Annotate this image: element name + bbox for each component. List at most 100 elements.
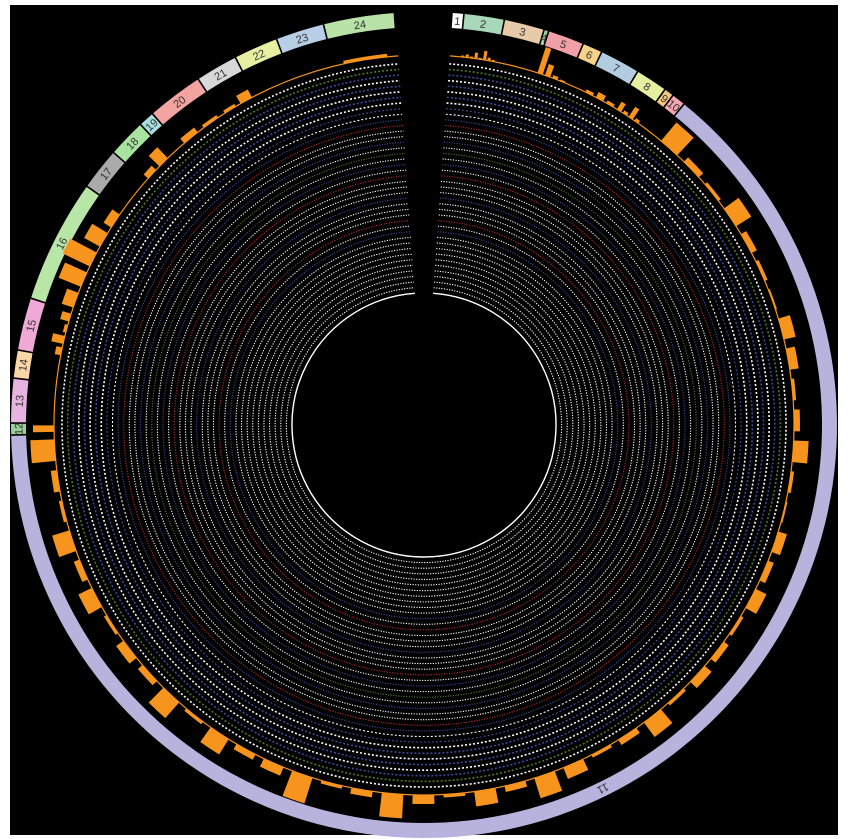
chromosome-label-12: 12 (13, 423, 25, 435)
histogram-bar (552, 75, 559, 80)
chromosome-segment-15 (18, 299, 45, 352)
histogram-bar (745, 588, 767, 614)
histogram-bar (379, 792, 404, 819)
data-ring (212, 214, 636, 637)
chromosome-segment-19 (141, 114, 162, 135)
data-ring (72, 74, 776, 777)
data-ring (274, 275, 574, 575)
histogram-bar (585, 89, 595, 96)
histogram-bar (184, 708, 204, 725)
histogram-bar (201, 115, 219, 128)
data-ring (156, 158, 692, 693)
data-ring (190, 192, 658, 659)
data-ring (201, 203, 647, 648)
histogram-bar (690, 665, 712, 689)
histogram-bar (504, 780, 528, 792)
data-ring (100, 102, 748, 749)
histogram-bar (180, 127, 198, 144)
histogram-bar (759, 560, 774, 584)
data-ring (162, 164, 686, 687)
histogram-bar (103, 614, 119, 635)
chromosome-segment-12 (10, 423, 27, 435)
histogram-bar (729, 615, 744, 636)
histogram-bar (723, 197, 752, 227)
histogram-bar (223, 103, 236, 114)
chromosome-label-15: 15 (25, 319, 40, 334)
histogram-bar (683, 157, 704, 178)
chromosome-segment-20 (153, 79, 206, 125)
histogram-bar (443, 792, 466, 798)
data-ring (134, 136, 714, 715)
histogram-bar (563, 759, 589, 779)
chromosome-segment-17 (87, 153, 125, 195)
chromosome-label-14: 14 (17, 358, 31, 372)
histogram-bar (60, 311, 72, 322)
histogram-bar (667, 688, 686, 706)
histogram-bar (84, 223, 108, 247)
histogram-bar (148, 687, 180, 719)
chromosome-segment-21 (198, 57, 242, 92)
data-track-rings (61, 63, 787, 788)
histogram-bar (52, 530, 77, 558)
histogram-bar (643, 709, 673, 738)
chromosome-label-23: 23 (295, 32, 310, 47)
histogram-bar (787, 471, 795, 494)
histogram-bar (148, 147, 168, 167)
data-ring (218, 220, 630, 631)
histogram-bar (58, 262, 87, 287)
chromosome-segment-10 (664, 95, 684, 116)
histogram-bar (740, 231, 757, 253)
histogram-bar (30, 439, 56, 464)
histogram-bar (622, 110, 629, 116)
chromosome-label-21: 21 (213, 67, 230, 84)
inner-boundary-ring (291, 292, 557, 558)
histogram-bar (591, 744, 612, 758)
histogram-bar (474, 52, 479, 59)
data-ring (269, 270, 579, 580)
chromosome-label-3: 3 (518, 26, 527, 39)
chromosome-segment-4 (540, 30, 548, 46)
chromosome-label-8: 8 (641, 81, 653, 94)
histogram-bar (534, 771, 563, 799)
histogram-bar (544, 63, 555, 78)
histogram-bar (661, 122, 694, 156)
chromosome-segment-6 (578, 44, 601, 66)
chromosome-label-13: 13 (14, 395, 27, 408)
histogram-bar (78, 587, 102, 615)
chromosome-label-7: 7 (610, 62, 621, 75)
data-ring (173, 175, 675, 676)
histogram-bar (58, 500, 67, 523)
histogram-bar (793, 409, 800, 432)
chromosome-segment-22 (236, 39, 282, 71)
data-ring (106, 108, 742, 743)
chromosome-label-1: 1 (454, 16, 461, 28)
histogram-bar (350, 787, 373, 798)
chromosome-segment-13 (11, 378, 29, 423)
chromosome-segment-3 (502, 20, 544, 44)
orange-baseline-ring (53, 55, 795, 796)
chromosome-segment-18 (114, 125, 151, 162)
data-ring (89, 91, 759, 760)
histogram-bar (50, 470, 61, 493)
histogram-bar (606, 100, 615, 108)
chromosome-segment-9 (656, 90, 673, 107)
data-ring (196, 197, 652, 653)
histogram-bar (320, 780, 343, 789)
chromosome-ideogram-ring (10, 13, 837, 838)
histogram-bar (634, 118, 641, 124)
data-ring (78, 79, 770, 771)
data-ring (229, 231, 619, 620)
histogram-bar (618, 727, 640, 745)
chromosome-segment-14 (13, 350, 33, 379)
histogram-bar (116, 640, 137, 664)
plot-background (10, 5, 838, 835)
histogram-bar (704, 182, 721, 201)
histogram-bar (616, 101, 626, 112)
histogram-bar (628, 106, 640, 120)
data-ring (263, 264, 585, 586)
histogram-bar (412, 794, 435, 804)
histogram-bar (143, 165, 156, 179)
data-ring (168, 169, 680, 681)
